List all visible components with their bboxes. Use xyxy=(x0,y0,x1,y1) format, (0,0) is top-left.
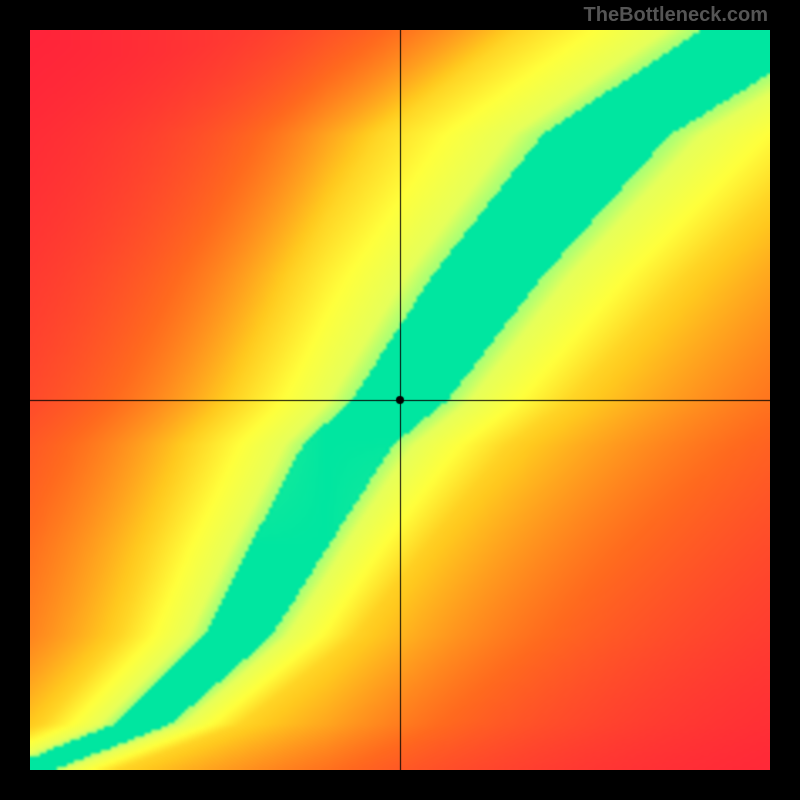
watermark-text: TheBottleneck.com xyxy=(584,4,768,27)
heatmap-canvas xyxy=(30,30,770,770)
chart-container: TheBottleneck.com xyxy=(0,0,800,800)
